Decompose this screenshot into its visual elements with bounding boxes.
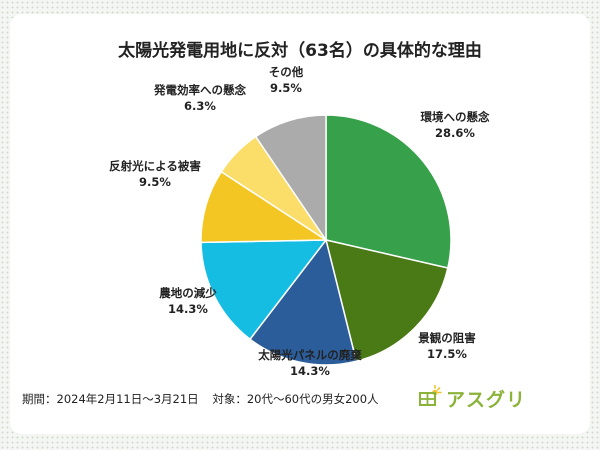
- pie-slice: [200, 170, 329, 244]
- slice-label: 反射光による被害: [109, 159, 201, 173]
- slice-label: 発電効率への懸念: [153, 83, 246, 97]
- brand-name: アスグリ: [446, 389, 527, 411]
- pie-chart: 環境への懸念 28.6% 景観の阻害 17.5% 太陽光パネルの廃棄 14.3% 農地の減少…: [109, 65, 490, 378]
- slice-percent-label: 6.3%: [184, 99, 216, 113]
- slice-percent-label: 14.3%: [290, 364, 330, 378]
- chart-title: 太陽光発電用地に反対（63名）の具体的な理由: [118, 41, 482, 61]
- slice-label: 景観の阻害: [417, 331, 476, 345]
- pie-slice: [200, 239, 328, 341]
- slice-percent-label: 9.5%: [270, 81, 302, 95]
- slice-percent-label: 17.5%: [427, 347, 467, 361]
- slice-label: 農地の減少: [159, 286, 217, 300]
- slice-percent-label: 14.3%: [168, 302, 208, 316]
- slice-percent-label: 9.5%: [139, 175, 171, 189]
- survey-target: 対象：20代〜60代の男女200人: [212, 392, 379, 406]
- chart-card: 太陽光発電用地に反対（63名）の具体的な理由 環境への懸念 28.6% 景観の阻害 1…: [10, 14, 590, 434]
- pie-slice: [248, 238, 358, 366]
- footer: 期間：2024年2月11日〜3月21日 対象：20代〜60代の男女200人: [22, 391, 389, 407]
- slice-label: 環境への懸念: [421, 110, 490, 124]
- brand-logo: アスグリ: [418, 382, 558, 412]
- slice-label: その他: [269, 65, 304, 79]
- slice-label: 太陽光パネルの廃棄: [257, 348, 362, 362]
- sun-panel-logo-icon: [419, 384, 442, 406]
- pie-slice: [325, 114, 452, 269]
- pie-slice: [324, 238, 449, 363]
- slice-percent-label: 28.6%: [435, 126, 475, 140]
- pie-slice: [254, 114, 327, 243]
- survey-period: 期間：2024年2月11日〜3月21日: [22, 392, 199, 406]
